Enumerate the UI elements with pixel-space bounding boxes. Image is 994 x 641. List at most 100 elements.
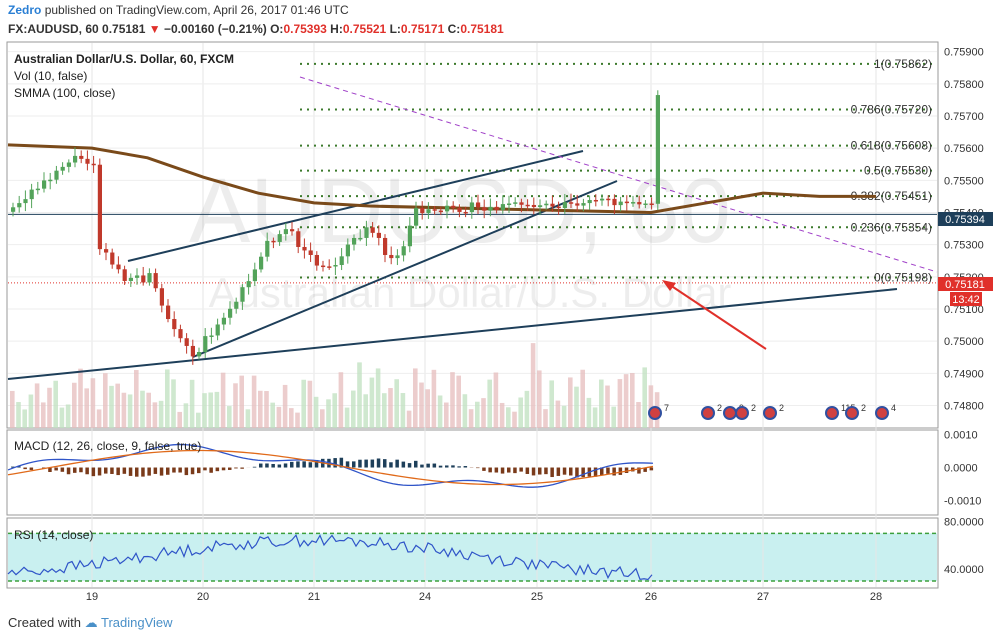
candle-body (159, 288, 164, 306)
candle-body (339, 256, 344, 266)
tradingview-brand[interactable]: TradingView (101, 615, 173, 630)
volume-bar (177, 411, 182, 428)
event-flag-icon (875, 406, 889, 420)
volume-bar (363, 394, 368, 428)
volume-bar (90, 378, 96, 428)
macd-histogram-bar (364, 459, 368, 468)
volume-bar (165, 369, 170, 428)
candle-body (215, 324, 220, 336)
candle-body (414, 208, 419, 226)
volume-bar (375, 368, 381, 428)
volume-bar (245, 409, 251, 428)
macd-histogram-bar (252, 466, 257, 468)
macd-histogram-bar (190, 467, 195, 475)
macd-histogram-bar (345, 461, 350, 468)
candle-body (17, 203, 22, 208)
volume-bar (475, 401, 480, 428)
countdown-tag (950, 292, 982, 306)
macd-histogram-bar (445, 465, 449, 468)
macd-tick-label: -0.0010 (944, 496, 981, 508)
fib-label: 0(0.75198) (874, 270, 932, 284)
x-tick-label: 19 (86, 591, 98, 603)
y-tick-label: 0.74900 (944, 368, 984, 380)
countdown-text: 13:42 (952, 294, 980, 306)
close-value: 0.75181 (460, 22, 504, 36)
macd-histogram-bar (500, 467, 505, 474)
current-price-tag (938, 212, 993, 226)
candle-body (352, 237, 357, 245)
volume-bar (332, 393, 337, 428)
annotation-arrow[interactable] (666, 282, 767, 350)
macd-histogram-bar (624, 467, 629, 473)
candle-body (463, 211, 468, 214)
macd-histogram-bar (562, 467, 567, 475)
candle-body (575, 203, 580, 206)
event-count: 2 (751, 403, 756, 413)
open-value: 0.75393 (283, 22, 327, 36)
volume-bar (152, 402, 158, 428)
candle-body (445, 205, 450, 212)
volume-bar (158, 400, 164, 428)
volume-bar (549, 380, 554, 428)
volume-bar (512, 411, 517, 428)
volume-bar (22, 409, 27, 428)
candle-body (23, 199, 28, 204)
volume-bar (134, 370, 139, 428)
open-label: O: (270, 22, 284, 36)
candle-body (469, 202, 474, 213)
volume-bar (65, 404, 71, 428)
candle-body (271, 240, 276, 243)
trendline (7, 288, 898, 380)
candle-body (358, 237, 363, 240)
volume-bar (394, 379, 399, 428)
macd-histogram-bar (507, 467, 511, 473)
candle-body (203, 336, 208, 352)
candle-body (277, 234, 282, 242)
volume-bar (59, 407, 65, 428)
volume-bar (233, 383, 238, 428)
macd-histogram-bar (159, 467, 164, 476)
volume-bar (84, 388, 89, 428)
watermark-name: Australian Dollar/U.S. Dollar (209, 269, 732, 316)
y-tick-label: 0.74800 (944, 400, 984, 412)
macd-histogram-bar (463, 466, 468, 468)
candle-body (153, 273, 158, 289)
candle-body (519, 202, 524, 205)
candle-body (525, 204, 530, 207)
volume-bar (270, 402, 275, 428)
y-tick-label: 0.75000 (944, 336, 984, 348)
candle-body (581, 203, 586, 206)
author-name[interactable]: Zedro (8, 3, 42, 17)
candle-body (209, 335, 214, 337)
volume-bar (239, 375, 244, 428)
fib-label: 0.236(0.75354) (851, 220, 932, 234)
candle-body (457, 207, 462, 212)
volume-bar (431, 369, 437, 428)
volume-bar (115, 383, 120, 428)
candle-body (147, 273, 152, 283)
y-tick-label: 0.75700 (944, 111, 984, 123)
macd-histogram-bar (66, 467, 71, 475)
x-tick-label: 24 (419, 591, 431, 603)
candle-body (606, 198, 611, 201)
candle-body (234, 301, 239, 309)
macd-histogram-bar (97, 467, 102, 476)
macd-histogram-bar (593, 467, 598, 477)
candle-body (265, 240, 270, 257)
macd-histogram-bar (314, 459, 319, 468)
volume-bar (388, 388, 393, 428)
macd-histogram-bar (221, 467, 226, 471)
volume-bar (555, 400, 561, 428)
volume-bar (605, 385, 610, 428)
volume-bar (623, 374, 629, 428)
macd-histogram-bar (23, 467, 27, 470)
low-value: 0.75171 (400, 22, 445, 36)
volume-bar (121, 392, 127, 428)
candle-body (494, 206, 499, 210)
candle-body (252, 269, 257, 282)
event-count: 2 (861, 403, 866, 413)
macd-histogram-bar (48, 467, 52, 472)
volume-bar (301, 379, 306, 428)
macd-histogram-bar (401, 461, 406, 468)
